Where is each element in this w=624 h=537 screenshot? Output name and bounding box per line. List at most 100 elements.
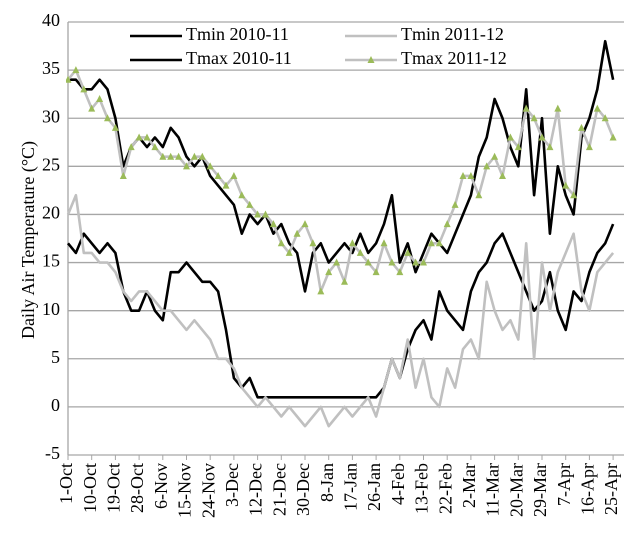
- marker: [388, 258, 396, 266]
- x-tick-label: 15-Nov: [175, 463, 195, 518]
- marker: [538, 133, 546, 141]
- y-tick-label: 20: [42, 203, 60, 223]
- x-tick-label: 4-Feb: [388, 463, 408, 505]
- marker: [396, 268, 404, 276]
- marker: [246, 200, 254, 208]
- marker: [285, 248, 293, 256]
- y-tick-label: 10: [42, 299, 60, 319]
- marker: [301, 220, 309, 228]
- y-axis-label: Daily Air Temperature (°C): [18, 141, 39, 339]
- x-tick-label: 24-Nov: [198, 463, 218, 518]
- x-tick-label: 2-Mar: [459, 463, 479, 508]
- x-tick-label: 13-Feb: [412, 463, 432, 514]
- marker: [451, 200, 459, 208]
- marker: [475, 191, 483, 199]
- x-tick-label: 20-Mar: [506, 463, 526, 517]
- marker: [151, 143, 159, 151]
- marker: [483, 162, 491, 170]
- x-tick-label: 30-Dec: [293, 463, 313, 516]
- marker: [341, 277, 348, 285]
- marker: [230, 171, 238, 179]
- y-tick-label: 35: [42, 58, 60, 78]
- marker: [562, 181, 570, 189]
- marker: [348, 239, 356, 247]
- x-tick-label: 16-Apr: [578, 463, 598, 515]
- marker: [467, 171, 475, 179]
- marker: [578, 123, 585, 131]
- marker: [499, 171, 506, 179]
- marker: [190, 152, 198, 160]
- legend-label: Tmin 2010-11: [186, 24, 289, 44]
- marker: [175, 152, 183, 160]
- x-tick-label: 11-Mar: [483, 463, 503, 516]
- x-tick-label: 21-Dec: [269, 463, 289, 516]
- marker: [570, 191, 578, 199]
- marker: [380, 239, 388, 247]
- marker: [269, 220, 277, 228]
- y-tick-label: 25: [42, 154, 60, 174]
- marker: [80, 85, 88, 93]
- plot-area: [66, 39, 617, 428]
- x-tick-label: 26-Jan: [364, 463, 384, 511]
- marker: [333, 258, 341, 266]
- marker: [554, 104, 562, 112]
- y-tick-label: 40: [42, 10, 60, 30]
- marker: [459, 171, 467, 179]
- x-tick-label: 12-Dec: [246, 463, 266, 516]
- marker: [222, 181, 230, 189]
- marker: [183, 162, 190, 170]
- marker: [277, 239, 285, 247]
- marker: [317, 287, 325, 295]
- x-tick-label: 10-Oct: [80, 463, 100, 513]
- marker: [443, 220, 451, 228]
- marker: [546, 143, 554, 151]
- marker: [491, 152, 499, 160]
- marker: [585, 143, 593, 151]
- marker: [601, 114, 609, 122]
- x-tick-label: 29-Mar: [530, 463, 550, 517]
- marker: [262, 210, 269, 218]
- marker: [356, 248, 364, 256]
- marker: [66, 75, 72, 83]
- legend-label: Tmax 2010-11: [186, 48, 292, 68]
- marker: [309, 239, 317, 247]
- x-tick-label: 25-Apr: [601, 463, 621, 515]
- marker: [364, 258, 372, 266]
- y-tick-label: -5: [45, 443, 60, 463]
- marker: [143, 133, 151, 141]
- marker: [88, 104, 96, 112]
- marker: [254, 210, 262, 218]
- legend-label: Tmax 2011-12: [401, 48, 507, 68]
- x-tick-label: 19-Oct: [104, 463, 124, 513]
- y-tick-label: 0: [51, 395, 60, 415]
- x-tick-label: 1-Oct: [56, 463, 76, 504]
- legend-marker: [367, 56, 375, 63]
- marker: [404, 248, 412, 256]
- marker: [522, 104, 530, 112]
- marker: [238, 191, 246, 199]
- marker: [167, 152, 175, 160]
- marker: [325, 268, 333, 276]
- marker: [372, 268, 380, 276]
- y-tick-label: 30: [42, 106, 60, 126]
- marker: [111, 123, 119, 131]
- marker: [104, 114, 111, 122]
- x-tick-label: 7-Apr: [554, 463, 574, 506]
- legend-label: Tmin 2011-12: [401, 24, 504, 44]
- marker: [530, 114, 538, 122]
- marker: [293, 229, 301, 237]
- x-tick-label: 3-Dec: [222, 463, 242, 507]
- marker: [119, 171, 127, 179]
- series-line: [66, 193, 615, 428]
- y-tick-label: 5: [51, 347, 60, 367]
- marker: [159, 152, 167, 160]
- x-tick-label: 17-Jan: [341, 463, 361, 511]
- marker: [593, 104, 601, 112]
- marker: [506, 133, 514, 141]
- marker: [206, 162, 214, 170]
- marker: [198, 152, 206, 160]
- x-tick-label: 28-Oct: [127, 463, 147, 513]
- marker: [435, 239, 443, 247]
- marker: [127, 143, 135, 151]
- grid: -5 0 5 10 15 20 25 30 35 40 1-Oct 10-Oct 19-Oct 28-Oc…: [42, 10, 624, 518]
